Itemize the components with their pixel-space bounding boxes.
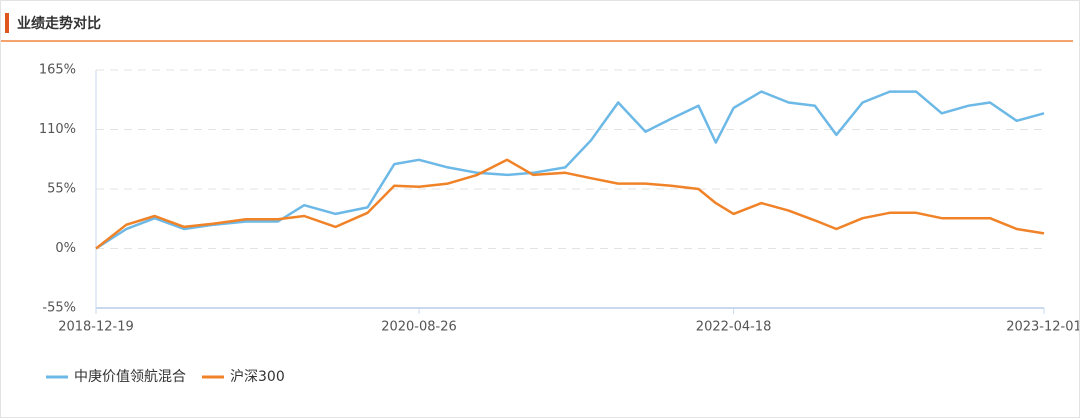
series-line (95, 158, 1045, 250)
chart-title: 业绩走势对比 (17, 15, 101, 32)
x-tick-label: 2020-08-26 (381, 320, 457, 335)
y-tick-label: 165% (39, 63, 76, 78)
x-tick-label: 2023-12-01 (1006, 320, 1079, 335)
y-tick-label: 0% (55, 241, 76, 256)
title-marker (5, 13, 9, 33)
y-tick-label: 55% (47, 182, 76, 197)
legend-label: 中庚价值领航混合 (74, 369, 186, 385)
series-line (95, 90, 1045, 250)
x-tick-label: 2022-04-18 (696, 320, 772, 335)
y-tick-label: 110% (39, 122, 76, 137)
x-tick-label: 2018-12-19 (58, 320, 134, 335)
legend-label: 沪深300 (230, 369, 285, 385)
y-tick-label: -55% (42, 301, 76, 316)
